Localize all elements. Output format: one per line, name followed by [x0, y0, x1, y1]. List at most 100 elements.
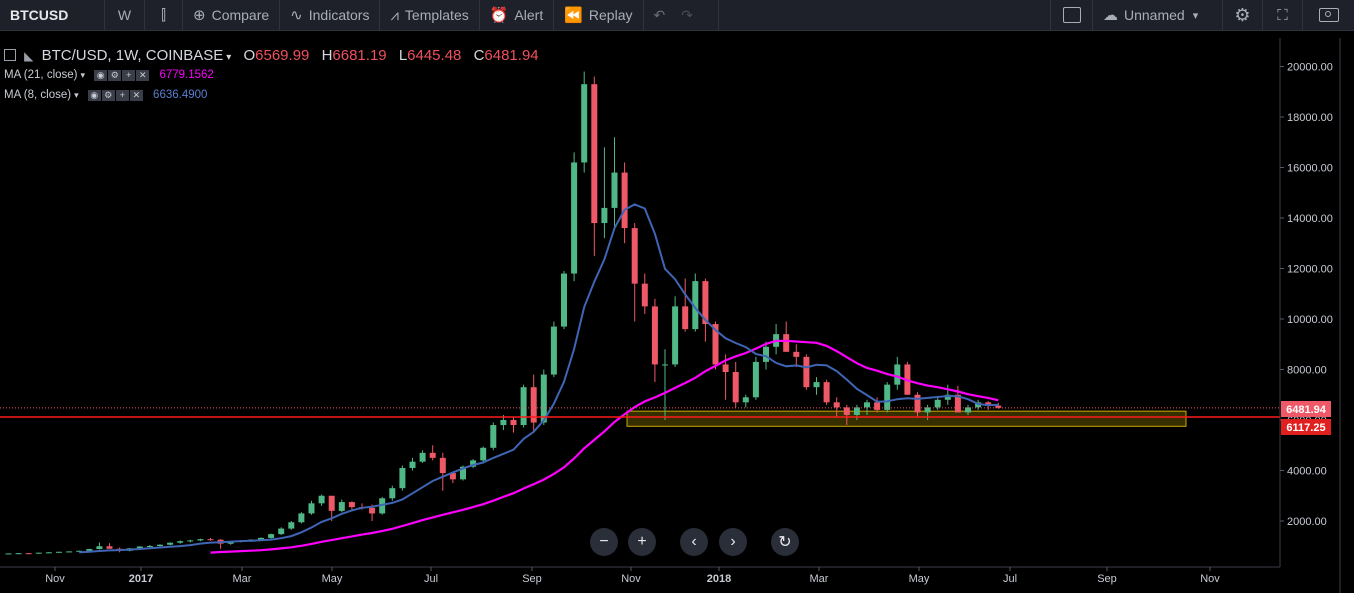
candle-body	[682, 306, 689, 330]
layout-select-button[interactable]	[1051, 0, 1093, 30]
plus-icon: +	[637, 533, 647, 550]
low-label: L	[398, 47, 408, 64]
gear-icon[interactable]: ⚙	[101, 90, 115, 101]
templates-button[interactable]: ⩘ Templates	[380, 0, 480, 30]
line-price-tag-text: 6117.25	[1286, 422, 1325, 434]
candle-body	[601, 207, 608, 224]
time-axis[interactable]: Nov 2017 Mar May Jul Sep Nov 2018 Mar May Jul Sep No…	[45, 567, 1220, 585]
candle-body	[439, 457, 446, 474]
candle-body	[611, 172, 618, 208]
reset-chart-button[interactable]: ↻	[771, 528, 799, 556]
line-price-tag	[1281, 419, 1331, 435]
zoom-out-button[interactable]: −	[590, 528, 618, 556]
ma21-label[interactable]: MA (21, close)	[4, 69, 78, 82]
candle-body	[672, 306, 679, 365]
chart-canvas[interactable]: 2000.004000.006000.008000.0010000.001200…	[0, 31, 1354, 593]
candle-body	[843, 407, 850, 415]
eye-icon[interactable]: ◉	[87, 90, 101, 101]
ma8-value: 6636.4900	[153, 89, 208, 102]
settings-button[interactable]: ⚙	[1223, 0, 1263, 30]
ma8-label[interactable]: MA (8, close)	[4, 89, 72, 102]
candle-body	[520, 387, 527, 426]
indicators-label: Indicators	[308, 7, 370, 23]
candles-group	[5, 71, 1002, 555]
candle-body	[96, 546, 103, 550]
candle-body	[571, 162, 578, 274]
candle-body	[318, 495, 325, 504]
chart-type-button[interactable]: ⫿	[145, 0, 183, 30]
candles-icon: ⫿	[161, 6, 166, 24]
rewind-icon: ⏪	[564, 7, 583, 24]
candle-body	[480, 447, 487, 461]
layout-name-button[interactable]: ☁ Unnamed ▾	[1093, 0, 1223, 30]
support-zone-rect[interactable]	[626, 410, 1187, 427]
candle-body	[409, 461, 416, 468]
candle-body	[965, 407, 971, 413]
candle-body	[167, 542, 174, 545]
candle-body	[66, 551, 73, 553]
legend-candle-icon: ◣	[24, 49, 34, 63]
replay-label: Replay	[588, 7, 633, 23]
minus-icon: −	[599, 533, 609, 550]
candle-body	[954, 394, 961, 413]
close-icon[interactable]: ✕	[136, 70, 150, 81]
candle-body	[328, 495, 335, 511]
fullscreen-button[interactable]: ⛶	[1263, 0, 1303, 30]
candle-body	[995, 405, 1002, 408]
time-tick-label: Mar	[233, 573, 252, 585]
close-icon[interactable]: ✕	[129, 90, 143, 101]
undo-icon[interactable]: ↶	[653, 6, 666, 23]
alert-button[interactable]: ⏰ Alert	[480, 0, 555, 30]
time-tick-label: Sep	[522, 573, 542, 585]
candle-body	[268, 534, 275, 538]
ma8-line	[79, 203, 999, 554]
time-tick-label: Jul	[424, 573, 438, 585]
candle-body	[389, 488, 396, 499]
scroll-right-button[interactable]: ›	[719, 528, 747, 556]
replay-button[interactable]: ⏪ Replay	[554, 0, 644, 30]
candle-body	[288, 522, 295, 529]
symbol-search[interactable]: BTCUSD	[0, 0, 105, 30]
candle-body	[550, 326, 557, 375]
price-tick-label: 16000.00	[1287, 163, 1333, 175]
scroll-left-button[interactable]: ‹	[680, 528, 708, 556]
price-tick-label: 12000.00	[1287, 264, 1333, 276]
candle-body	[177, 541, 184, 543]
time-tick-label: May	[322, 573, 343, 585]
plus-icon[interactable]: +	[122, 70, 136, 81]
redo-icon[interactable]: ↷	[681, 6, 693, 23]
interval-selector[interactable]: W	[105, 0, 145, 30]
top-toolbar: BTCUSD W ⫿ ⊕ Compare ∿ Indicators ⩘ Templat…	[0, 0, 1354, 31]
candle-body	[5, 553, 12, 555]
eye-icon[interactable]: ◉	[94, 70, 108, 81]
price-tick-label: 8000.00	[1287, 365, 1327, 377]
gear-icon[interactable]: ⚙	[108, 70, 122, 81]
plus-icon[interactable]: +	[115, 90, 129, 101]
chevron-right-icon: ›	[730, 533, 736, 550]
compare-button[interactable]: ⊕ Compare	[183, 0, 281, 30]
high-label: H	[321, 47, 333, 64]
main-series-legend: ◣ BTC/USD, 1W, COINBASE ▾ O6569.99 H6681.…	[4, 47, 539, 64]
alarm-clock-icon: ⏰	[489, 7, 509, 24]
chevron-down-icon[interactable]: ▾	[74, 90, 79, 101]
candle-body	[348, 502, 355, 508]
indicators-button[interactable]: ∿ Indicators	[280, 0, 381, 30]
candle-body	[884, 384, 891, 410]
candle-body	[722, 364, 729, 373]
candle-body	[308, 503, 315, 514]
gear-icon: ⚙	[1234, 4, 1251, 25]
chevron-down-icon[interactable]: ▾	[80, 70, 86, 81]
series-title[interactable]: BTC/USD, 1W, COINBASE	[41, 47, 224, 64]
candle-body	[833, 402, 840, 408]
ma8-controls: ◉ ⚙ + ✕	[87, 89, 144, 101]
chevron-down-icon[interactable]: ▾	[226, 52, 232, 63]
price-tick-label: 14000.00	[1287, 213, 1333, 225]
candle-body	[702, 281, 709, 325]
candle-body	[742, 397, 749, 403]
candle-body	[25, 553, 32, 555]
close-label: C	[473, 47, 485, 64]
zoom-in-button[interactable]: +	[628, 528, 656, 556]
candle-body	[581, 84, 588, 163]
snapshot-button[interactable]	[1303, 0, 1354, 30]
legend-box-icon[interactable]	[4, 49, 16, 61]
